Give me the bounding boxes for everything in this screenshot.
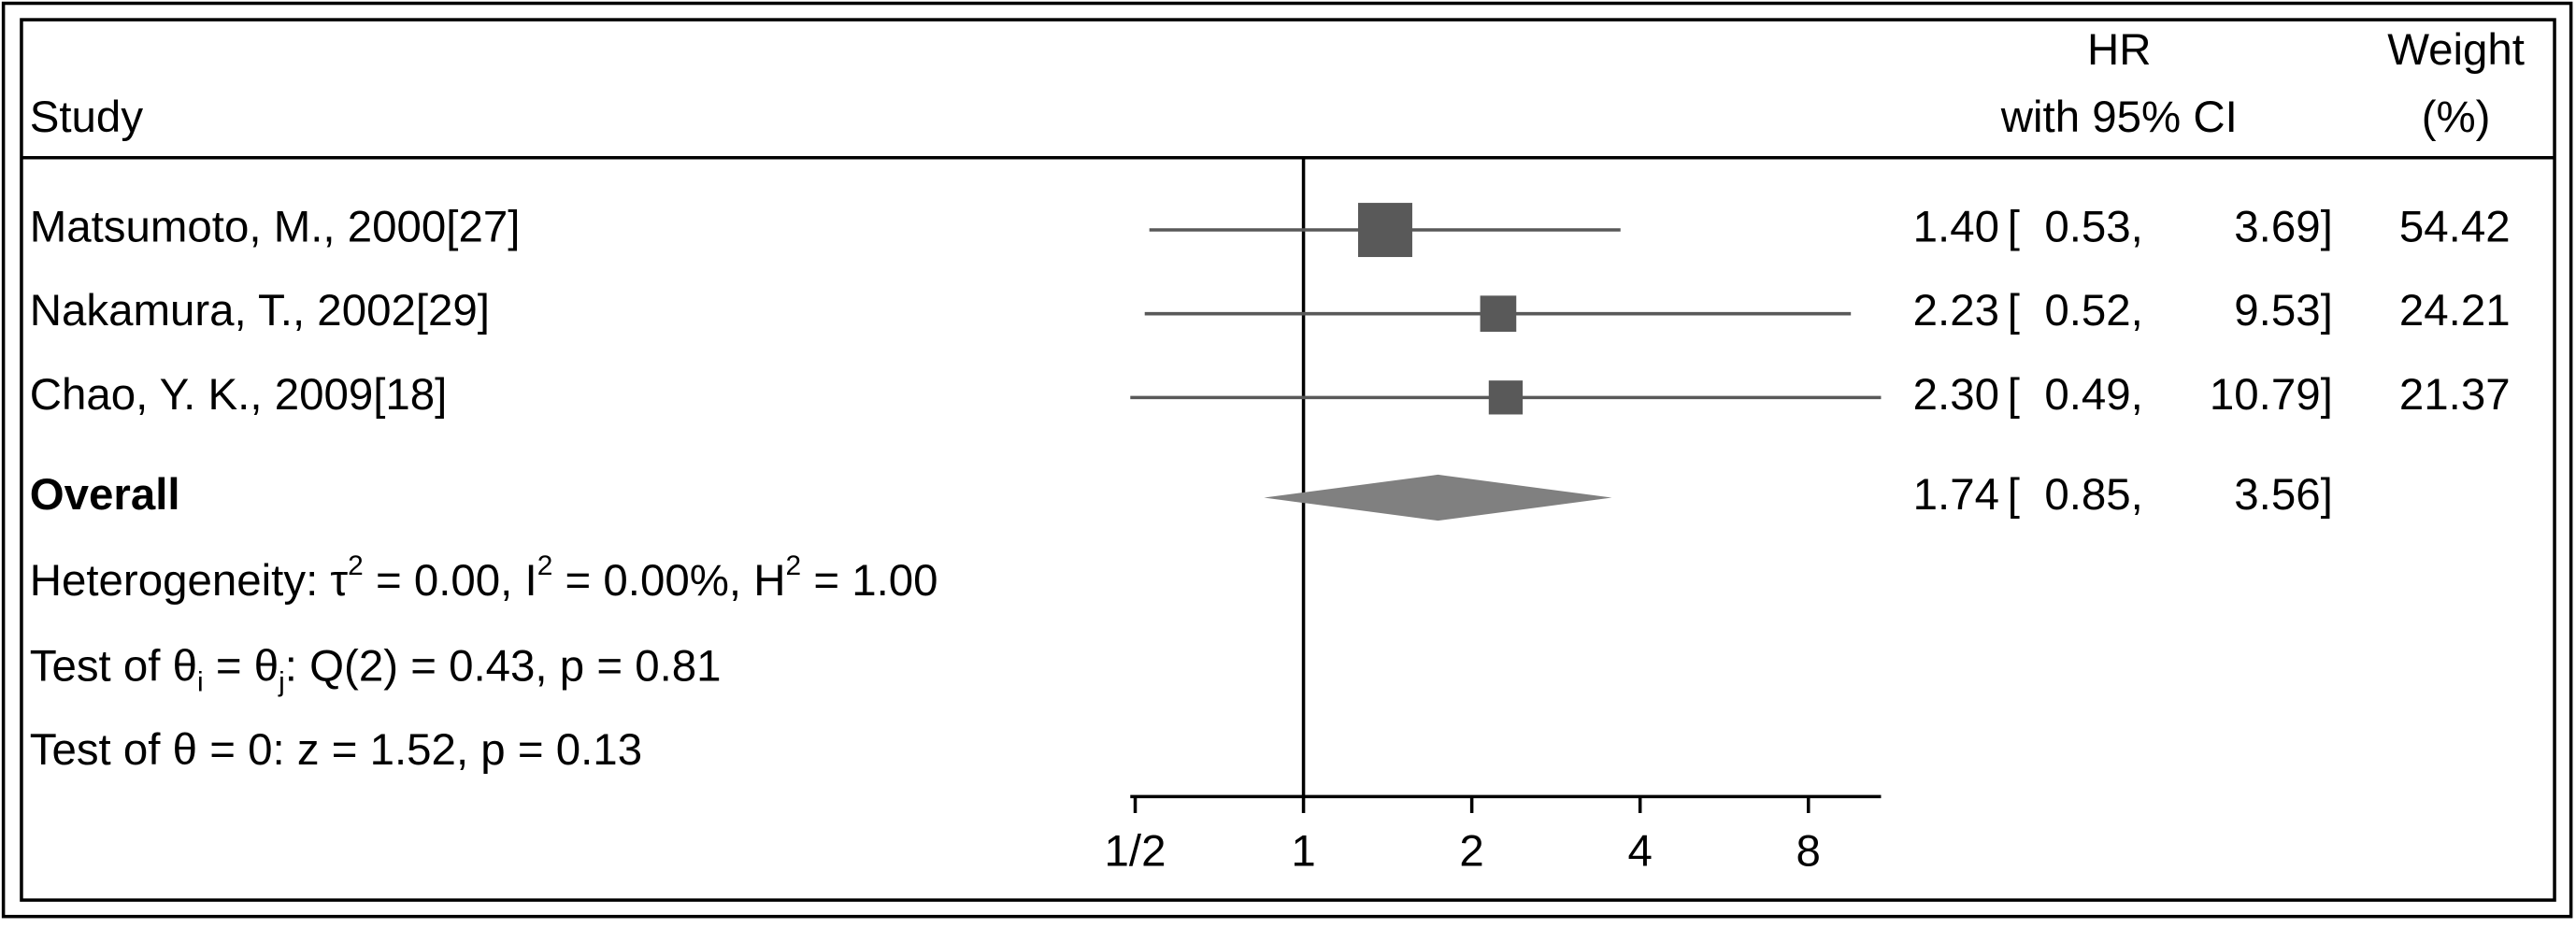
hr-label: 2.30 [1913, 370, 1999, 420]
lower-label: [ 0.52, [2008, 286, 2143, 336]
study-label: Matsumoto, M., 2000[27] [30, 203, 521, 252]
overall-diamond [1264, 474, 1612, 521]
note-part: = θ [204, 641, 279, 691]
header-weight-unit: (%) [2422, 93, 2491, 142]
overall-lower-label: [ 0.85, [2008, 470, 2143, 520]
x-tick-label: 2 [1459, 826, 1483, 876]
x-tick-label: 1/2 [1105, 826, 1166, 876]
hr-label: 1.40 [1913, 203, 1999, 252]
note-part: Heterogeneity: τ [30, 555, 349, 605]
study-square [1488, 380, 1524, 415]
note-part: : Q(2) = 0.43, p = 0.81 [285, 641, 722, 691]
note-part: Test of θ = 0: z = 1.52, p = 0.13 [30, 724, 642, 774]
note-part: Test of θ [30, 641, 197, 691]
hr-label: 2.23 [1913, 286, 1999, 336]
overall-hr-label: 1.74 [1913, 470, 1999, 520]
header-study: Study [30, 93, 144, 142]
note-part: = 0.00%, H [552, 555, 785, 605]
note-part: j [278, 667, 285, 698]
overall-upper-label: 3.56] [2234, 470, 2333, 520]
note-part: 2 [348, 550, 364, 581]
overall-label: Overall [30, 470, 180, 520]
note-part: = 0.00, I [364, 555, 537, 605]
x-tick-label: 8 [1796, 826, 1821, 876]
note: Test of θi = θj: Q(2) = 0.43, p = 0.81 [30, 641, 722, 698]
header-hr: HR [2087, 25, 2152, 75]
upper-label: 9.53] [2234, 286, 2333, 336]
lower-label: [ 0.53, [2008, 203, 2143, 252]
note-part: = 1.00 [801, 555, 937, 605]
study-label: Nakamura, T., 2002[29] [30, 286, 490, 336]
study-label: Chao, Y. K., 2009[18] [30, 370, 448, 420]
lower-label: [ 0.49, [2008, 370, 2143, 420]
note: Heterogeneity: τ2 = 0.00, I2 = 0.00%, H2… [30, 550, 938, 605]
study-square [1480, 295, 1517, 333]
upper-label: 3.69] [2234, 203, 2333, 252]
weight-label: 54.42 [2399, 203, 2511, 252]
weight-label: 24.21 [2399, 286, 2511, 336]
x-tick-label: 1 [1291, 826, 1315, 876]
note-part: i [197, 667, 204, 698]
note-part: 2 [786, 550, 802, 581]
weight-label: 21.37 [2399, 370, 2511, 420]
header-weight: Weight [2387, 25, 2525, 75]
inner-frame [20, 18, 2556, 902]
study-square [1358, 203, 1412, 258]
note-part: 2 [537, 550, 553, 581]
note: Test of θ = 0: z = 1.52, p = 0.13 [30, 724, 642, 774]
x-tick-label: 4 [1627, 826, 1652, 876]
header-ci: with 95% CI [2000, 93, 2238, 142]
upper-label: 10.79] [2210, 370, 2333, 420]
